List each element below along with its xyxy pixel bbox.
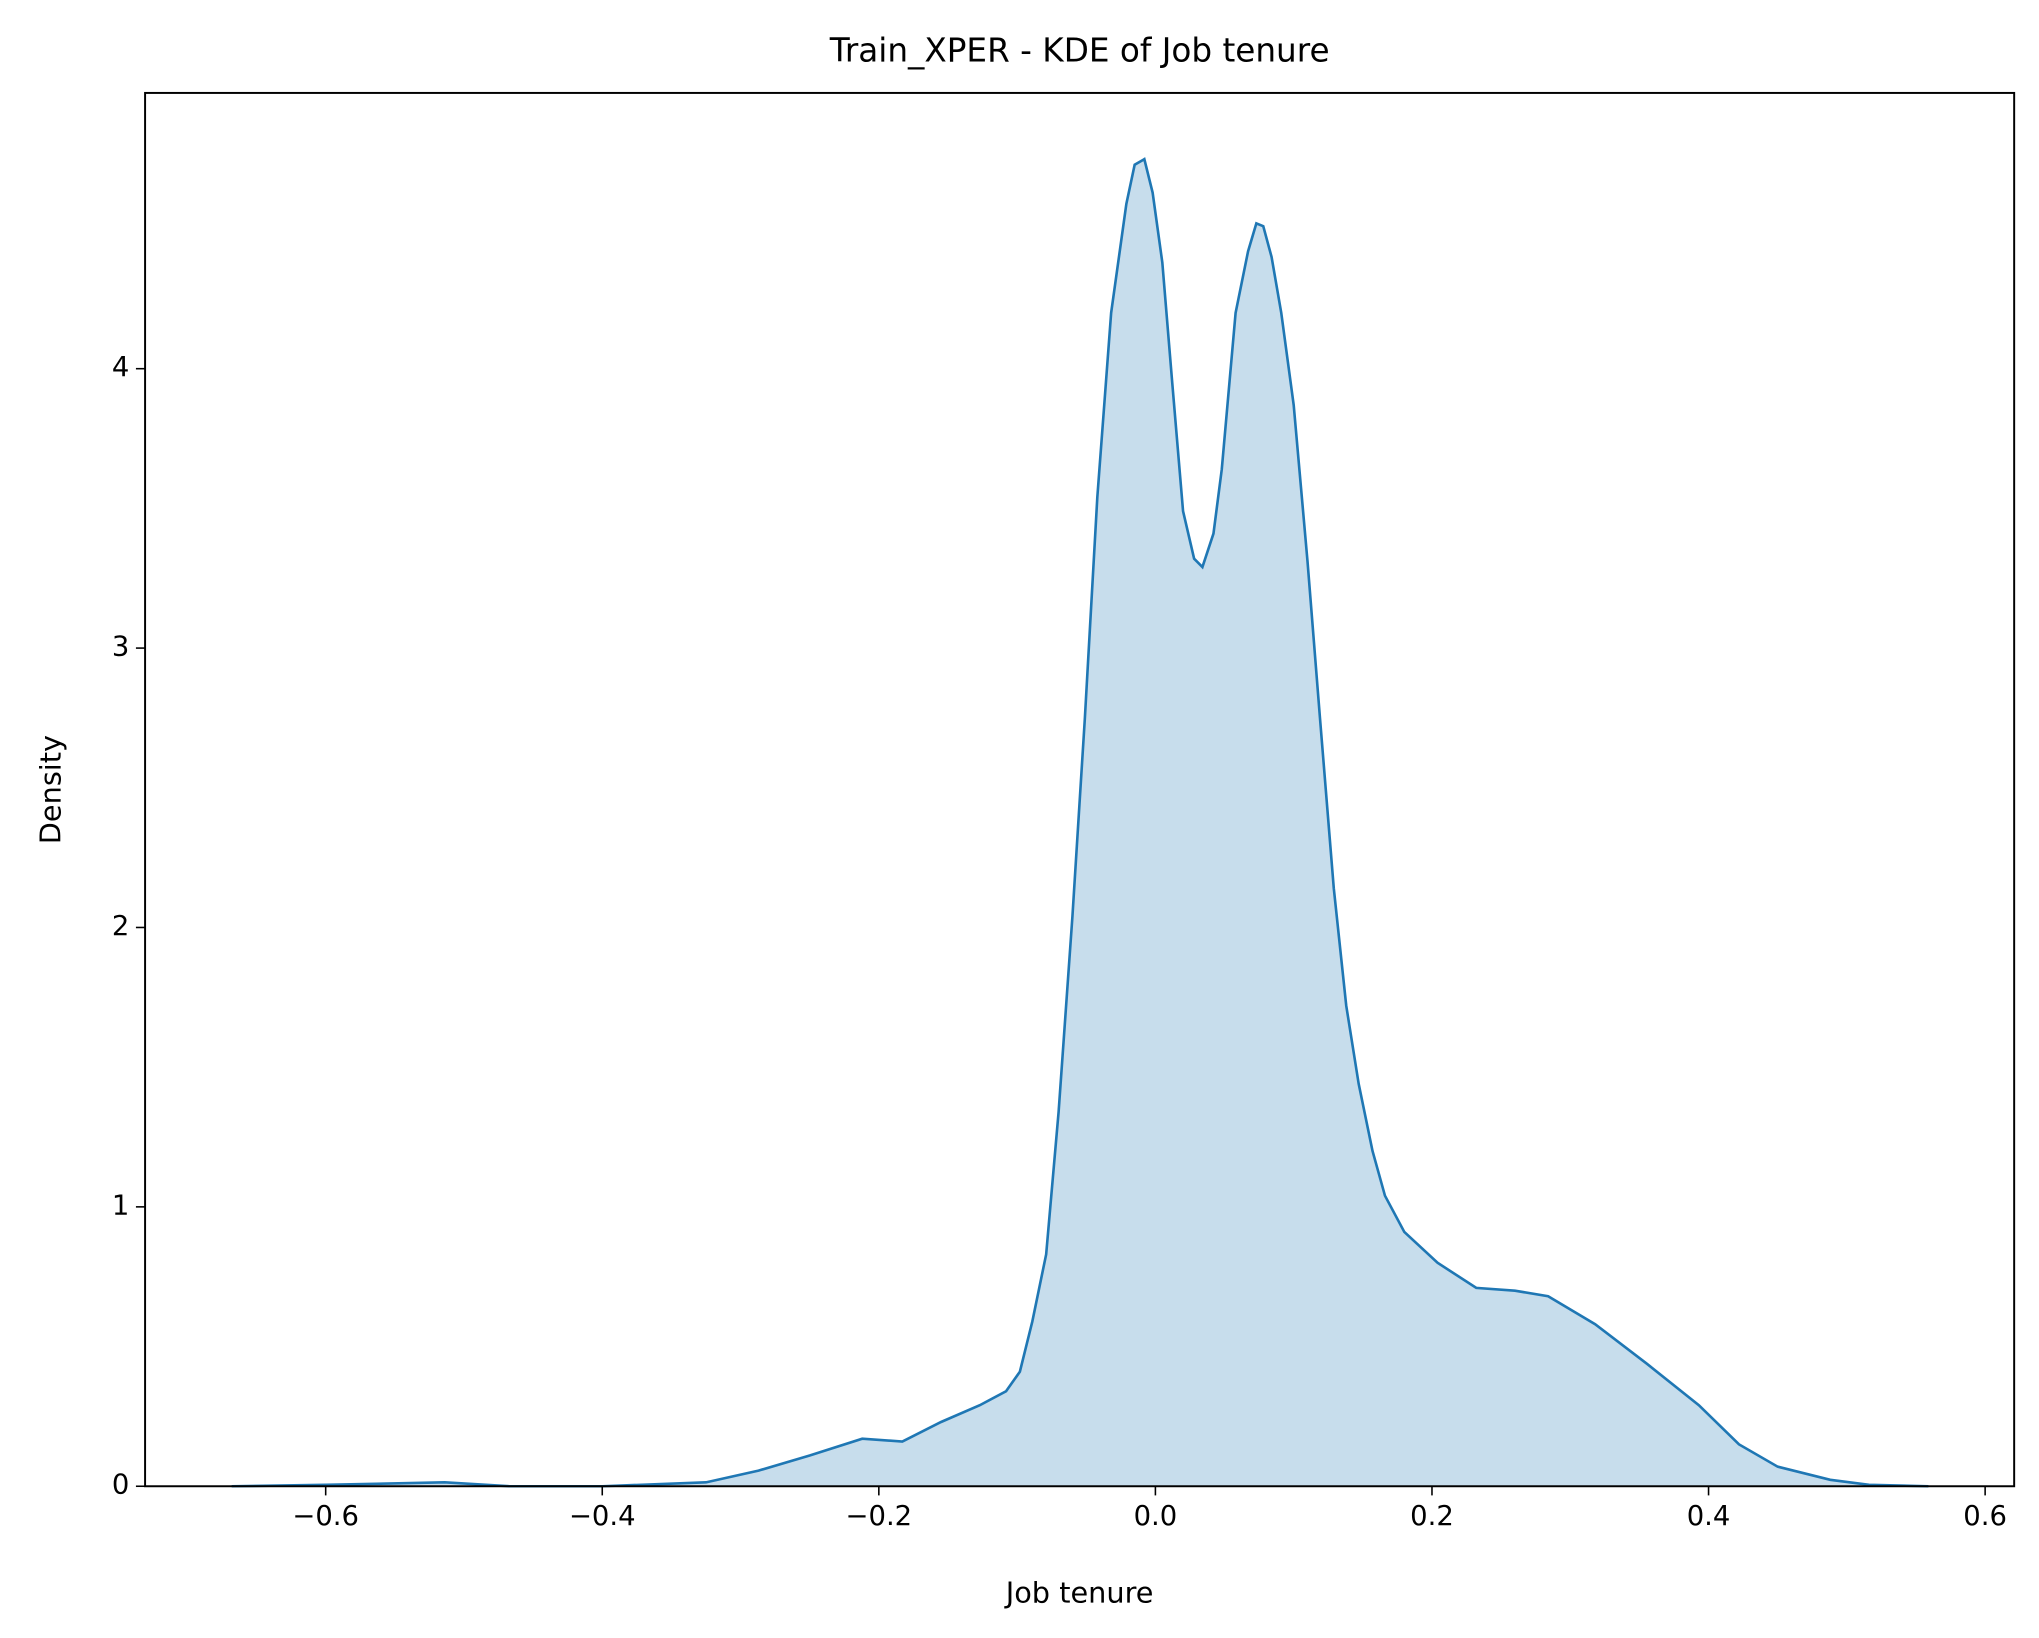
y-tick-label: 3 <box>112 632 129 663</box>
x-tick-label: −0.2 <box>846 1501 913 1532</box>
x-tick-label: 0.2 <box>1410 1501 1454 1532</box>
y-tick-label: 4 <box>112 352 129 383</box>
x-tick-label: −0.4 <box>569 1501 636 1532</box>
y-tick-label: 1 <box>112 1190 129 1221</box>
x-axis-label: Job tenure <box>1004 1576 1154 1610</box>
y-tick-label: 2 <box>112 911 129 942</box>
plot-frame <box>144 91 2016 1488</box>
y-axis-label: Density <box>33 735 67 844</box>
x-tick-label: −0.6 <box>292 1501 359 1532</box>
density-line <box>231 157 1929 1488</box>
x-tick-label: 0.6 <box>1963 1501 2007 1532</box>
y-tick-label: 0 <box>112 1470 129 1501</box>
x-tick-label: 0.0 <box>1134 1501 1178 1532</box>
density-area <box>231 159 1929 1487</box>
x-tick-label: 0.4 <box>1687 1501 1731 1532</box>
chart-title: Train_XPER - KDE of Job tenure <box>829 31 1330 69</box>
